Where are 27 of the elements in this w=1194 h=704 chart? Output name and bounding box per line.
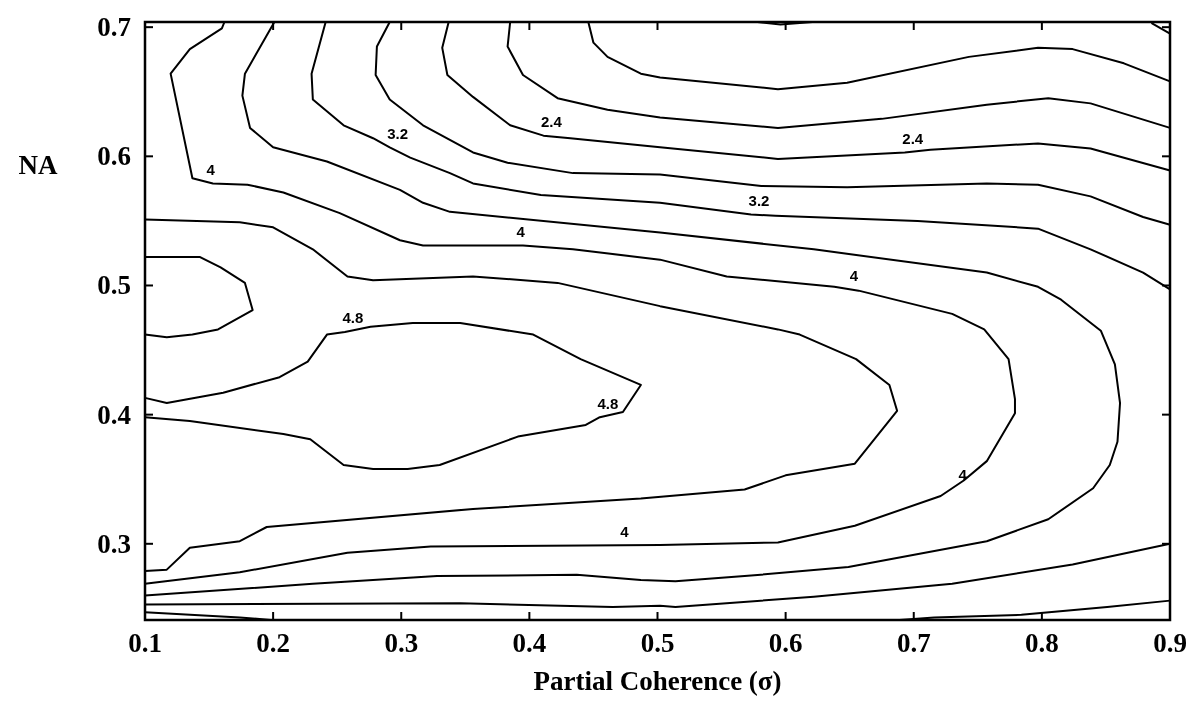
- annotation: 4: [849, 266, 859, 284]
- x-tick-label: 0.1: [128, 628, 162, 658]
- x-tick-label: 0.9: [1153, 628, 1187, 658]
- annotation: 3.2: [748, 191, 770, 209]
- y-tick-label: 0.5: [97, 270, 131, 301]
- annotation: 2.4: [541, 113, 563, 131]
- y-tick-label: 0.3: [97, 528, 131, 559]
- annotation: 4: [958, 465, 968, 483]
- annotation: 4: [516, 222, 526, 240]
- x-tick-label: 0.2: [256, 628, 290, 658]
- y-tick-label: 0.7: [97, 12, 131, 43]
- y-axis-title: NA: [18, 150, 58, 180]
- x-axis-title: Partial Coherence (σ): [533, 666, 782, 696]
- annotation: 3.2: [387, 124, 409, 142]
- x-tick-label: 0.7: [896, 628, 931, 658]
- x-tick-label: 0.6: [768, 628, 803, 658]
- y-tick-label: 0.4: [97, 399, 131, 430]
- annotation: 4.8: [597, 394, 619, 412]
- annotation: 4.8: [342, 309, 364, 327]
- annotation: 2.4: [902, 129, 924, 147]
- x-tick-label: 0.8: [1025, 628, 1059, 658]
- x-tick-label: 0.3: [384, 628, 419, 658]
- annotation: 4: [620, 522, 630, 540]
- annotation: 4: [206, 160, 216, 178]
- x-tick-label: 0.4: [512, 628, 547, 658]
- y-tick-label: 0.6: [97, 141, 131, 172]
- x-tick-label: 0.5: [640, 628, 675, 658]
